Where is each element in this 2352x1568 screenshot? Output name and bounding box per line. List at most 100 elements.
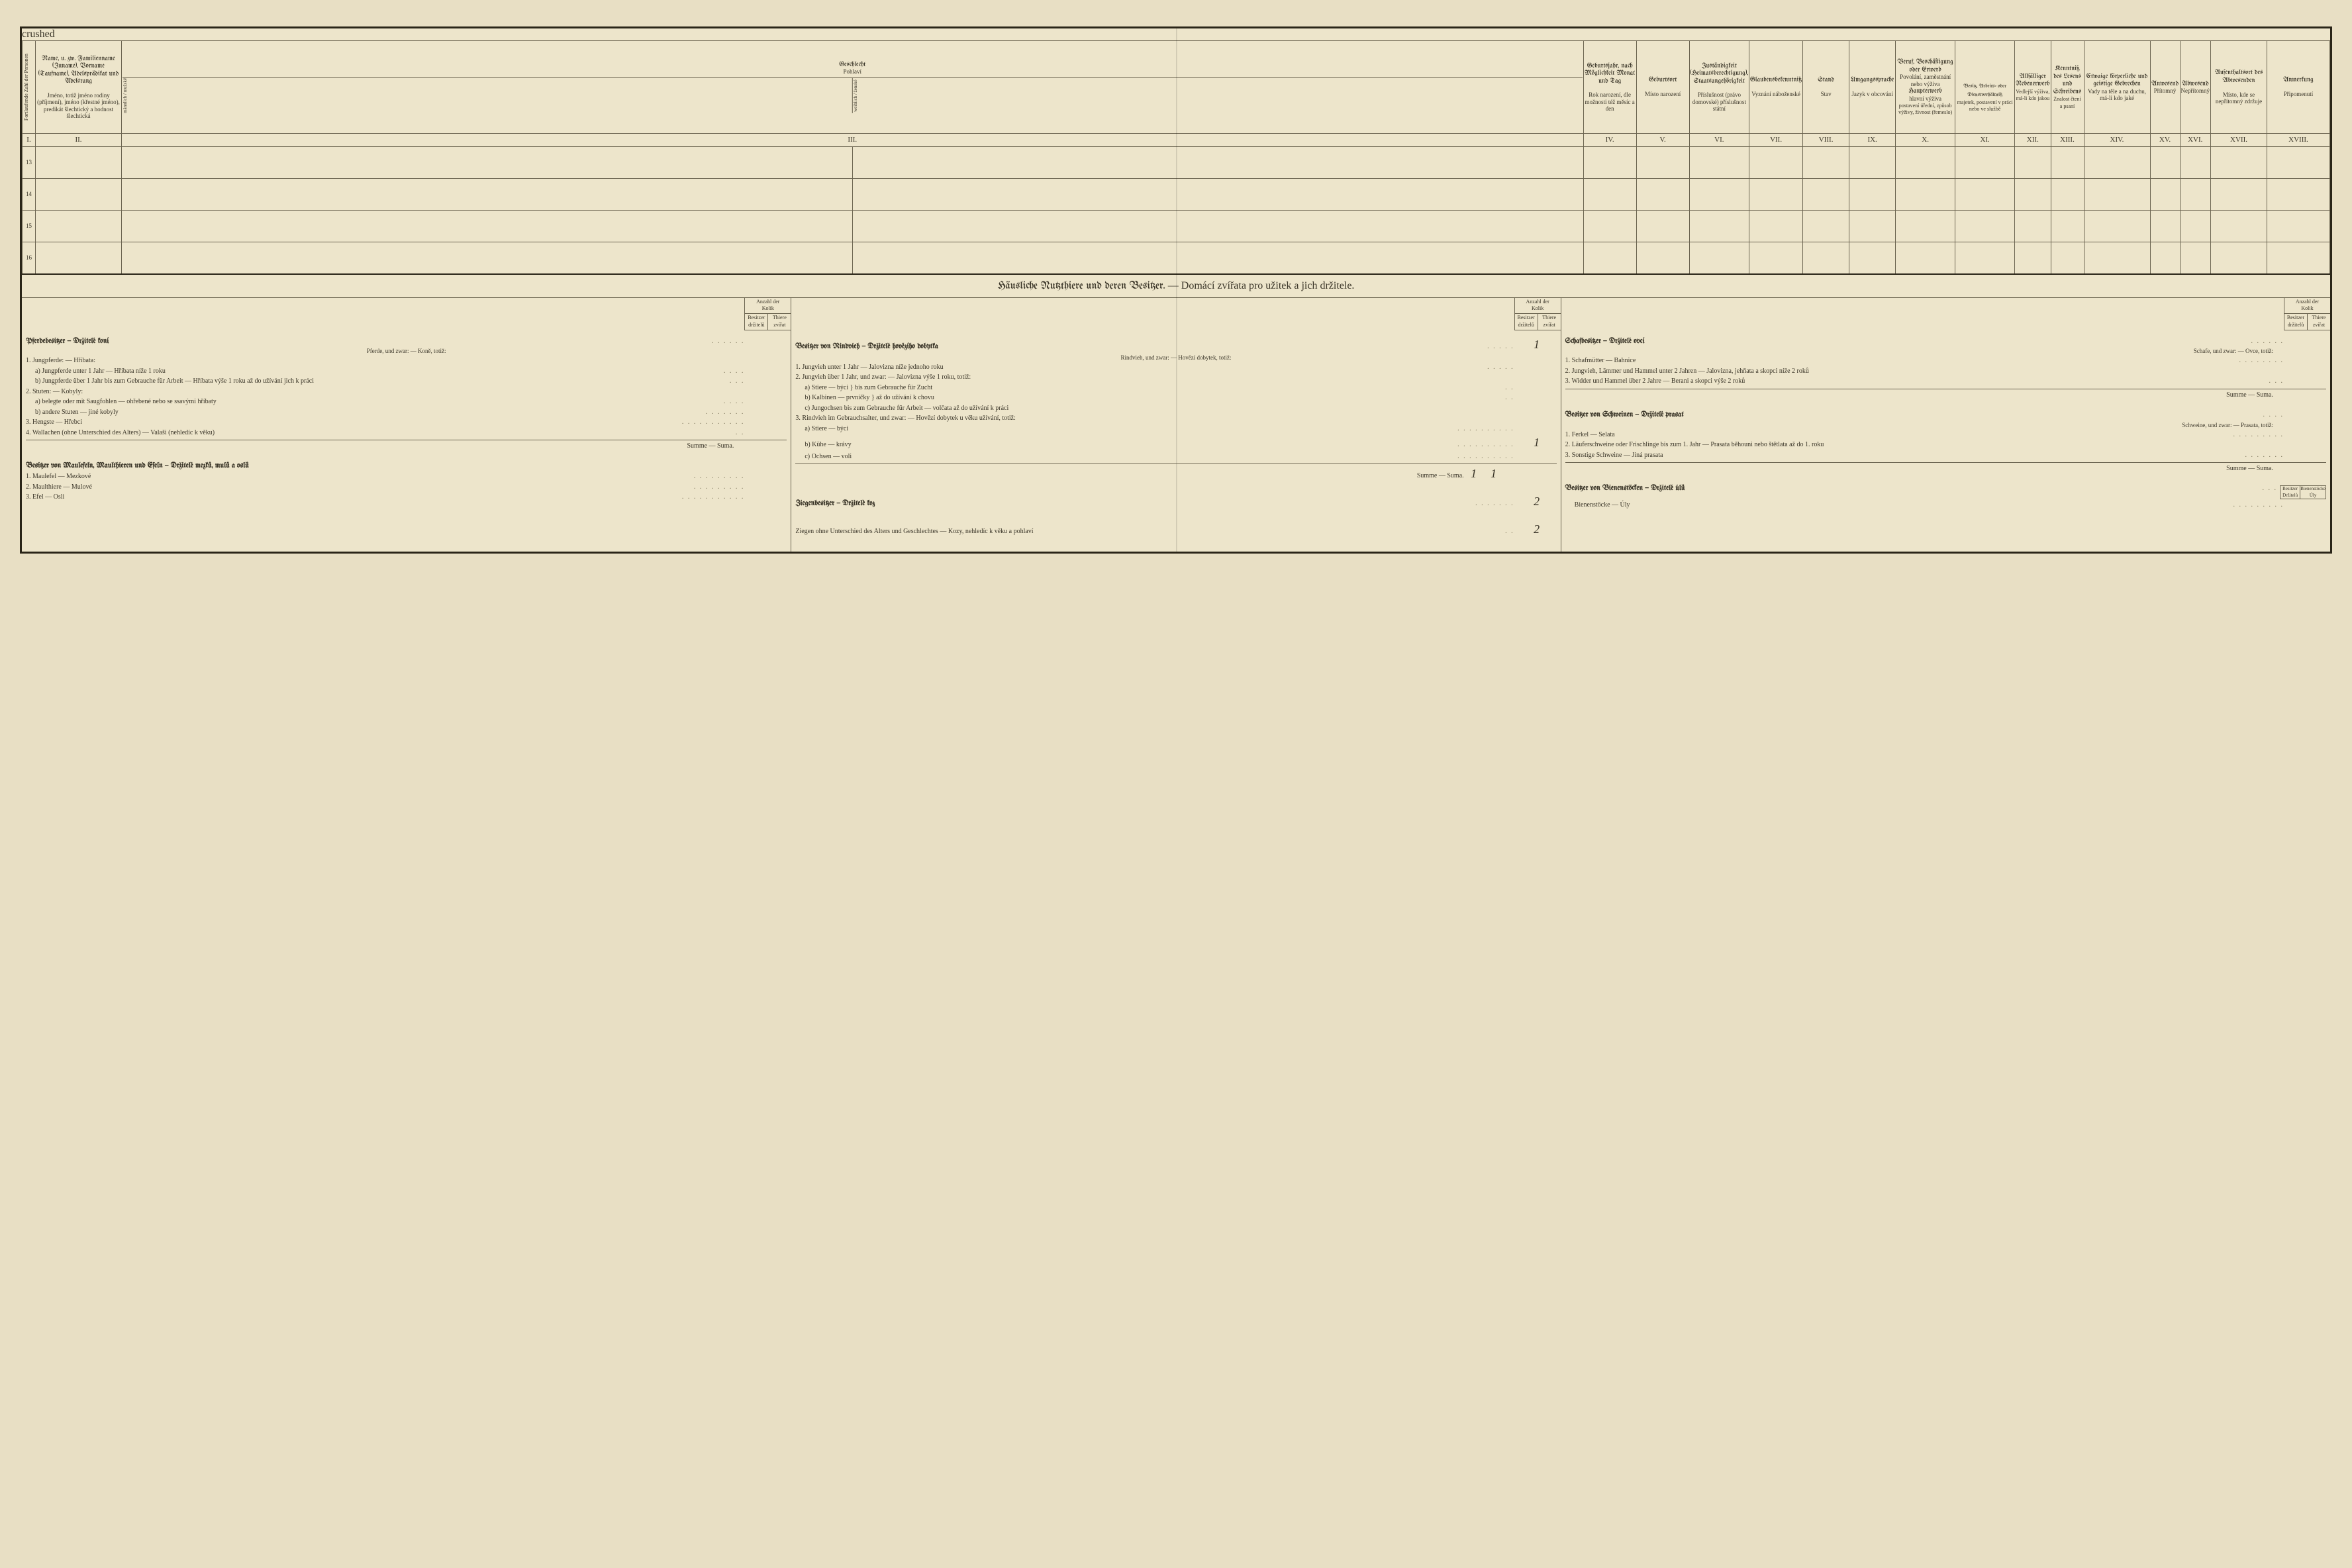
- col-zust: Zuständigkeit (Heimatsberechtigung), Sta…: [1689, 41, 1749, 134]
- roman-numeral-row: I. II. III. IV. V. VI. VII. VIII. IX. X.…: [23, 134, 2330, 147]
- mules-lead: Besitzer von Maulefeln, Maulthieren und …: [26, 461, 787, 471]
- item: 1. Ferkel — Selata: [1565, 430, 2231, 440]
- rn-14: XIV.: [2084, 134, 2150, 147]
- rn-13: XIII.: [2051, 134, 2084, 147]
- item: b) andere Stuten — jiné kobyly: [26, 408, 703, 417]
- col-absent-place: Aufenthaltsort des Abwesenden Místo, kde…: [2211, 41, 2267, 134]
- livestock-col-horses: Anzahl derKolik Besitzerdržitelů Thierez…: [22, 298, 791, 552]
- col-religion: Glaubensbekenntniß Vyznání náboženské: [1749, 41, 1803, 134]
- sheep-lead: Schafbesitzer — Držitelé ovcí: [1565, 336, 2249, 346]
- col-name: Name, u. zw. Familienname (Zuname), Vorn…: [36, 41, 122, 134]
- livestock-title: Häusliche Nutzthiere und deren Besitzer.…: [22, 275, 2330, 298]
- rn-3: III.: [122, 134, 1584, 147]
- item: a) Stiere — býci: [795, 424, 1455, 434]
- item: 4. Wallachen (ohne Unterschied des Alter…: [26, 428, 733, 438]
- horses-lead: Pferdebesitzer — Držitelé koní: [26, 336, 709, 346]
- item: 2. Jungvieh, Lämmer und Hammel unter 2 J…: [1565, 367, 2286, 376]
- goats-lead: Ziegenbesitzer — Držitelé koz: [795, 499, 1473, 509]
- item: a) Jungpferde unter 1 Jahr — Hříbata níž…: [26, 367, 721, 376]
- livestock-col-sheep: Anzahl derKolik Besitzerdržitelů Thierez…: [1561, 298, 2330, 552]
- item: c) Jungochsen bis zum Gebrauche für Arbe…: [795, 404, 1516, 413]
- bees-lead: Besitzer von Bienenstöcken — Držitelé úl…: [1565, 483, 2260, 493]
- col-literacy: Kenntniß des Lesens und Schreibens Znalo…: [2051, 41, 2084, 134]
- cattle-sub: Rindvieh, und zwar: — Hovězí dobytek, to…: [795, 354, 1556, 362]
- livestock-col-cattle: Anzahl derKolik Besitzerdržitelů Thierez…: [791, 298, 1560, 552]
- col-remark: Anmerkung Připomenutí: [2267, 41, 2330, 134]
- data-row-14: 14: [23, 179, 2330, 211]
- item: a) Stiere — býci } bis zum Gebrauche für…: [795, 383, 1502, 393]
- item: b) Kühe — krávy: [795, 440, 1455, 450]
- rn-12: XII.: [2015, 134, 2051, 147]
- sum: Summe — Suma.: [795, 471, 1463, 481]
- item: 1. Schafmütter — Bahnice: [1565, 356, 2237, 366]
- item: 2. Maulthiere — Mulové: [26, 483, 691, 492]
- rn-9: IX.: [1849, 134, 1896, 147]
- header-row: Fortlaufende Zahl der Personen Name, u. …: [23, 41, 2330, 134]
- census-header-table: Fortlaufende Zahl der Personen Name, u. …: [22, 40, 2330, 275]
- sum: Summe — Suma.: [1565, 462, 2326, 473]
- pigs-lead: Besitzer von Schweinen — Držitelé prasat: [1565, 410, 2261, 420]
- rn-11: XI.: [1955, 134, 2015, 147]
- rn-4: IV.: [1583, 134, 1636, 147]
- col-gebrechen: Etwaige körperliche und geistige Gebrech…: [2084, 41, 2150, 134]
- item: 3. Rindvieh im Gebrauchsalter, und zwar:…: [795, 414, 1556, 423]
- rn-6: VI.: [1689, 134, 1749, 147]
- count-header: Anzahl derKolik Besitzerdržitelů Thierez…: [1514, 298, 1561, 330]
- count-header: Anzahl derKolik Besitzerdržitelů Thierez…: [744, 298, 791, 330]
- col-language: Umgangssprache Jazyk v obcování: [1849, 41, 1896, 134]
- col-absent: Abwesend Nepřítomný: [2180, 41, 2211, 134]
- item: b) Kalbinen — prvničky } až do užívání k…: [795, 393, 1502, 403]
- data-row-15: 15: [23, 211, 2330, 242]
- col-occ-a: Beruf, Beschäftigung oder Erwerb Povolán…: [1896, 41, 1955, 134]
- item: a) belegte oder mit Saugfohlen — ohřeben…: [26, 397, 721, 407]
- rn-7: VII.: [1749, 134, 1803, 147]
- rn-1: I.: [23, 134, 36, 147]
- livestock-section: Anzahl derKolik Besitzerdržitelů Thierez…: [22, 298, 2330, 552]
- census-page: crushed Fortlaufende Zahl der Personen N…: [20, 26, 2332, 554]
- item: 3. Widder und Hammel über 2 Jahre — Bera…: [1565, 377, 2267, 386]
- rn-5: V.: [1636, 134, 1689, 147]
- rownum: 15: [23, 211, 36, 242]
- rn-8: VIII.: [1803, 134, 1849, 147]
- col-birthplace: Geburtsort Místo narození: [1636, 41, 1689, 134]
- rn-16: XVI.: [2180, 134, 2211, 147]
- rn-2: II.: [36, 134, 122, 147]
- horses-sub: Pferde, und zwar: — Koně, totiž:: [26, 347, 787, 355]
- col-occ-b: Besitz, Arbeits- oder Dienstverhältniß m…: [1955, 41, 2015, 134]
- rownum: 14: [23, 179, 36, 211]
- col-birth: Geburtsjahr, nach Möglichkeit Monat und …: [1583, 41, 1636, 134]
- rn-10: X.: [1896, 134, 1955, 147]
- data-row-16: 16: [23, 242, 2330, 274]
- col-serial: Fortlaufende Zahl der Personen: [23, 41, 36, 134]
- item: Bienenstöcke — Úly: [1565, 501, 2231, 510]
- item: 1. Jungpferde: — Hříbata:: [26, 356, 787, 366]
- item: b) Jungpferde über 1 Jahr bis zum Gebrau…: [26, 377, 727, 386]
- item: 3. Hengste — Hřebci: [26, 418, 679, 427]
- col-sex: Geschlecht Pohlaví männlich / mužské wei…: [122, 41, 1584, 134]
- item: 1. Jungvieh unter 1 Jahr — Jalovizna níž…: [795, 363, 1485, 372]
- col-stand: Stand Stav: [1803, 41, 1849, 134]
- bees-box-r: Bienenstöcke Úly: [2300, 486, 2326, 499]
- rn-17: XVII.: [2211, 134, 2267, 147]
- rn-15: XV.: [2150, 134, 2180, 147]
- sheep-sub: Schafe, und zwar: — Ovce, totiž:: [1565, 347, 2326, 355]
- col-nebenerwerb: Allfälliger Nebenerwerb Vedlejší výživa,…: [2015, 41, 2051, 134]
- item: 3. Sonstige Schweine — Jiná prasata: [1565, 451, 2243, 460]
- item: 1. Maulefel — Mezkové: [26, 472, 691, 481]
- item: 2. Stuten: — Kobyly:: [26, 387, 787, 397]
- data-row-13: 13: [23, 147, 2330, 179]
- rownum: 16: [23, 242, 36, 274]
- rn-18: XVIII.: [2267, 134, 2330, 147]
- rownum: 13: [23, 147, 36, 179]
- item: 2. Jungvieh über 1 Jahr, und zwar: — Jal…: [795, 373, 1556, 382]
- cattle-lead: Besitzer von Rindvieh — Držitelé hovězíh…: [795, 342, 1485, 352]
- sum: Summe — Suma.: [1565, 389, 2326, 400]
- sum: Summe — Suma.: [26, 440, 787, 451]
- count-header: Anzahl derKolik Besitzerdržitelů Thierez…: [2284, 298, 2330, 330]
- item: Ziegen ohne Unterschied des Alters und G…: [795, 527, 1502, 536]
- col-present: Anwesend Přítomný: [2150, 41, 2180, 134]
- pigs-sub: Schweine, und zwar: — Prasata, totiž:: [1565, 421, 2326, 429]
- bees-box-l: Besitzer Držitelů: [2280, 486, 2300, 499]
- item: 3. Efel — Osli: [26, 493, 679, 502]
- item: c) Ochsen — voli: [795, 452, 1455, 462]
